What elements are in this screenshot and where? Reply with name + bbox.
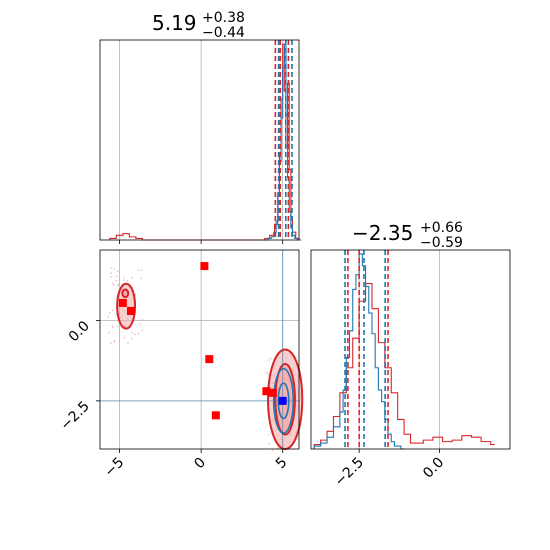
joint-sample-point <box>123 279 125 281</box>
joint-sample-point <box>110 276 112 278</box>
param2-title-plus: +0.66 <box>420 220 463 236</box>
joint-sample-point <box>116 284 119 287</box>
joint-marker-1 <box>118 298 127 307</box>
joint-sample-point <box>130 337 133 340</box>
param1-title-median: 5.19 <box>152 11 197 35</box>
joint-sample-point <box>110 272 112 275</box>
joint-sample-point <box>114 313 117 316</box>
joint-sample-point <box>267 373 270 376</box>
joint-truth-marker <box>278 396 287 405</box>
joint-sample-point <box>131 331 134 334</box>
joint-contour-series-b-3 <box>121 288 130 299</box>
joint-marker-0 <box>200 262 209 271</box>
joint-marker-4 <box>211 411 220 420</box>
joint-sample-point <box>138 269 140 271</box>
joint-sample-point <box>140 269 143 271</box>
joint-sample-point <box>123 276 126 279</box>
joint-sample-point <box>110 267 113 270</box>
param1-frame <box>99 39 300 241</box>
joint-sample-point <box>127 341 129 344</box>
joint-sample-point <box>111 324 114 327</box>
param1-hist-series-a <box>264 43 302 241</box>
joint-sample-point <box>112 284 115 287</box>
param2-title-minus: −0.59 <box>420 235 463 251</box>
joint-sample-point <box>116 270 119 272</box>
joint-scatter-panel <box>96 249 304 453</box>
joint-sample-point <box>269 357 272 360</box>
joint-sample-point <box>126 279 129 282</box>
joint-marker-2 <box>126 306 135 315</box>
joint-sample-point <box>268 432 271 435</box>
joint-sample-point <box>115 275 118 278</box>
joint-sample-point <box>108 312 111 314</box>
joint-marker-6 <box>268 388 277 397</box>
joint-sample-point <box>107 316 110 318</box>
joint-sample-point <box>123 336 126 339</box>
joint-sample-point <box>268 359 271 362</box>
joint-sample-point <box>140 277 143 280</box>
joint-sample-point <box>271 449 274 452</box>
joint-sample-point <box>137 332 140 335</box>
joint-sample-point <box>141 329 144 332</box>
param1-title-plus: +0.38 <box>202 10 245 26</box>
joint-sample-point <box>141 318 144 321</box>
joint-marker-5 <box>262 387 271 396</box>
joint-sample-point <box>113 340 116 343</box>
joint-sample-point <box>133 333 136 336</box>
joint-sample-point <box>111 282 114 285</box>
joint-sample-point <box>108 331 110 334</box>
joint-sample-point <box>111 309 114 312</box>
joint-marker-3 <box>205 355 214 364</box>
joint-sample-point <box>130 276 133 279</box>
joint-sample-point <box>268 442 271 445</box>
joint-sample-point <box>265 372 268 374</box>
joint-frame <box>99 249 300 450</box>
param1-histogram-panel <box>99 39 302 244</box>
param2-hist-series-a <box>313 253 405 450</box>
param2-frame <box>310 249 511 450</box>
joint-sample-point <box>116 325 119 328</box>
joint-sample-point <box>139 323 142 326</box>
param2-histogram-panel <box>310 249 511 453</box>
param1-title-minus: −0.44 <box>202 25 245 41</box>
joint-sample-point <box>115 279 118 282</box>
joint-sample-point <box>113 267 116 270</box>
joint-sample-point <box>277 446 280 449</box>
param2-title-median: −2.35 <box>352 221 413 245</box>
joint-sample-point <box>110 342 112 344</box>
joint-sample-point <box>112 326 114 329</box>
